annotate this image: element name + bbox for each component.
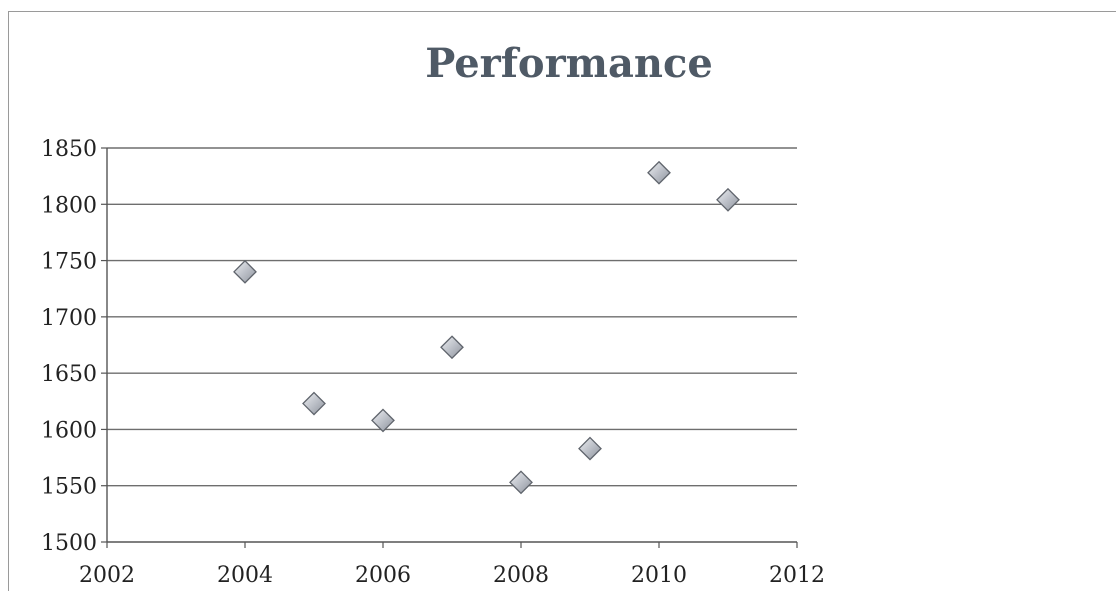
data-point-marker <box>509 470 533 495</box>
x-tick-label: 2006 <box>355 563 411 588</box>
y-tick-label: 1850 <box>41 137 97 162</box>
y-tick-label: 1700 <box>41 306 97 331</box>
y-tick-label: 1800 <box>41 193 97 218</box>
chart-title: Performance <box>425 40 713 87</box>
y-tick-label: 1650 <box>41 362 97 387</box>
y-tick-label: 1550 <box>41 475 97 500</box>
x-tick-labels: 2002 2004 2006 2008 2010 2012 <box>79 563 825 588</box>
data-point-marker <box>302 391 326 416</box>
x-tick-label: 2012 <box>769 563 825 588</box>
data-point-marker <box>371 408 395 433</box>
gridlines <box>107 147 797 487</box>
chart-frame-left <box>8 11 9 591</box>
y-tick-labels: 1850 1800 1750 1700 1650 1600 1550 1500 <box>41 137 97 556</box>
data-points <box>233 160 740 495</box>
x-tick-label: 2002 <box>79 563 135 588</box>
x-tick-label: 2004 <box>217 563 273 588</box>
y-tick-label: 1500 <box>41 531 97 556</box>
data-point-marker <box>440 335 464 360</box>
axes <box>101 147 798 548</box>
data-point-marker <box>578 436 602 461</box>
data-point-marker <box>716 187 740 212</box>
y-tick-label: 1750 <box>41 250 97 275</box>
y-tick-label: 1600 <box>41 418 97 443</box>
x-tick-label: 2010 <box>631 563 687 588</box>
chart-frame-top <box>8 11 1116 12</box>
data-point-marker <box>233 259 257 284</box>
data-point-marker <box>647 160 671 185</box>
x-tick-label: 2008 <box>493 563 549 588</box>
